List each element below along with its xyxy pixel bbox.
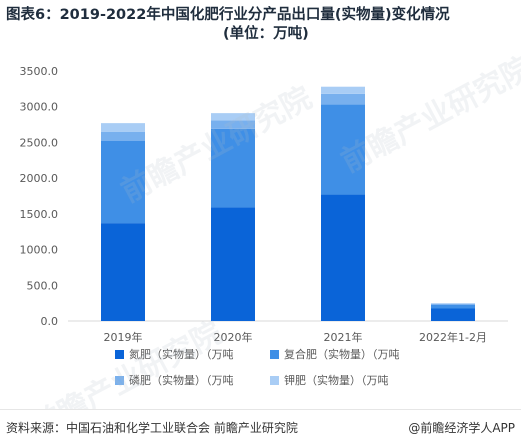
chart-title: 图表6：2019-2022年中国化肥行业分产品出口量(实物量)变化情况 (单位：…	[6, 6, 514, 44]
bar-segment-4	[321, 86, 365, 94]
y-tick-label: 1000.0	[20, 244, 59, 257]
app-credit: @前瞻经济学人APP	[408, 421, 515, 435]
y-tick-label: 3000.0	[20, 101, 59, 114]
legend-swatch-3	[115, 376, 124, 385]
chart-title-line2: (单位：万吨)	[223, 26, 309, 42]
stacked-bar-chart: 0.0 500.0 1000.0 1500.0 2000.0 2500.0 3000.0 35…	[20, 65, 508, 387]
bar-segment-2	[211, 128, 255, 208]
y-tick-label: 1500.0	[20, 208, 59, 221]
x-tick-label: 2020年	[214, 330, 253, 344]
bar-segment-4	[431, 303, 475, 304]
x-tick-label: 2022年1-2月	[419, 330, 487, 344]
chart-title-line1: 图表6：2019-2022年中国化肥行业分产品出口量(实物量)变化情况	[6, 7, 450, 23]
bar-segment-1	[101, 223, 145, 321]
legend-swatch-4	[270, 376, 279, 385]
bar-segment-4	[211, 113, 255, 121]
y-tick-label: 2500.0	[20, 136, 59, 149]
legend-label-2: 复合肥（实物量）（万吨	[284, 347, 400, 361]
bar-segment-3	[431, 303, 475, 305]
y-tick-label: 500.0	[27, 279, 59, 292]
bar-segment-1	[431, 308, 475, 321]
x-tick-label: 2019年	[104, 330, 143, 344]
y-tick-label: 3500.0	[20, 65, 59, 78]
bar-segment-3	[101, 131, 145, 141]
legend-label-1: 氮肥（实物量）（万吨	[129, 347, 234, 361]
chart-area: 0.0 500.0 1000.0 1500.0 2000.0 2500.0 3000.0 35…	[0, 50, 521, 405]
bar-segment-2	[101, 141, 145, 224]
legend-label-3: 磷肥（实物量）（万吨	[129, 373, 234, 387]
legend-swatch-1	[115, 350, 124, 359]
source-note: 资料来源：中国石油和化学工业联合会 前瞻产业研究院	[6, 421, 298, 435]
x-tick-label: 2021年	[324, 330, 363, 344]
y-tick-label: 2000.0	[20, 172, 59, 185]
bar-segment-1	[321, 194, 365, 321]
bar-segment-3	[321, 93, 365, 105]
bar-segment-2	[321, 104, 365, 195]
footer-bar: 资料来源：中国石油和化学工业联合会 前瞻产业研究院 @前瞻经济学人APP	[0, 409, 521, 443]
bar-segment-3	[211, 120, 255, 129]
legend-label-4: 钾肥（实物量）（万吨	[284, 373, 389, 387]
bar-segment-4	[101, 123, 145, 132]
bar-segment-1	[211, 207, 255, 321]
bar-segment-2	[431, 304, 475, 309]
legend-swatch-2	[270, 350, 279, 359]
y-tick-label: 0.0	[41, 315, 59, 328]
